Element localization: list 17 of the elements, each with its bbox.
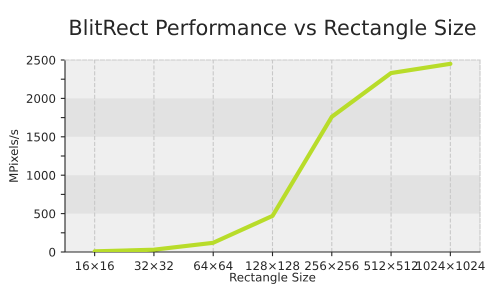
- x-tick-label: 16×16: [76, 261, 114, 270]
- y-tick-label: 1000: [27, 170, 56, 180]
- line-series: [92, 62, 452, 252]
- y-tick-label: 2000: [26, 94, 56, 104]
- x-tick-label: 128×128: [246, 261, 300, 270]
- x-tick-label: 64×64: [194, 261, 233, 270]
- y-axis-title: MPixels/s: [8, 130, 20, 182]
- x-tick-label: 512×512: [364, 261, 418, 270]
- y-tick-label: 500: [34, 209, 56, 218]
- x-tick-label: 1024×1024: [416, 261, 485, 270]
- y-tick-label: 1500: [27, 132, 56, 142]
- y-tick-label: 0: [49, 248, 56, 257]
- chart-title: BlitRect Performance vs Rectangle Size: [70, 19, 476, 40]
- x-tick-label: 32×32: [134, 261, 173, 270]
- x-tick-label: 256×256: [305, 261, 359, 270]
- y-tick-label: 2500: [26, 56, 56, 65]
- x-axis-title: Rectangle Size: [230, 272, 316, 284]
